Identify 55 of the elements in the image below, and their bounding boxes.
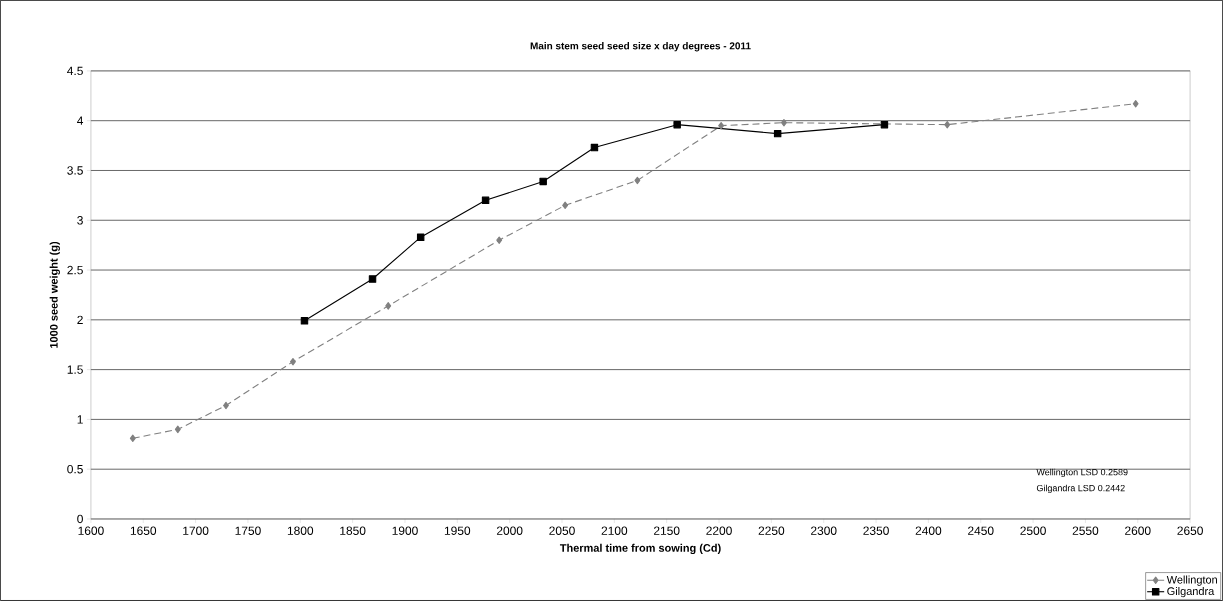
y-tick-label: 2 [77,315,83,325]
x-tick-label: 2650 [1177,526,1203,535]
point [129,434,136,443]
x-tick-label: 1900 [392,526,418,535]
x-tick-label: 2250 [758,526,785,535]
x-tick-label: 2550 [1072,526,1099,535]
y-tick-label: 3 [77,216,83,225]
x-tick-label: 1950 [444,526,471,535]
annotation: Wellington LSD 0.2589 [1036,468,1128,478]
point [496,236,503,244]
y-axis-title: 1000 seed weight (g) [49,241,60,348]
point [673,120,681,129]
point [300,317,309,325]
x-tick-label: 2150 [653,526,680,535]
x-tick-label: 1600 [78,526,104,535]
x-tick-label: 2450 [968,526,994,535]
y-tick-label: 0.5 [67,465,83,474]
point [368,275,377,283]
point [780,118,787,127]
y-tick-label: 4.5 [67,66,83,76]
x-tick-label: 2200 [706,526,732,535]
x-tick-label: 1650 [130,526,157,535]
x-tick-label: 2000 [496,526,523,535]
x-tick-label: 2350 [863,526,889,535]
point [416,233,425,241]
x-tick-label: 2500 [1020,526,1046,535]
x-tick-label: 2100 [601,526,628,535]
chart-title: Main stem seed seed size x day degrees - 2011 [530,42,751,52]
legend-label: Wellington [1166,575,1217,586]
x-tick-label: 2050 [549,526,575,535]
x-tick-label: 1850 [340,526,366,535]
legend-label: Gilgandra [1167,587,1215,598]
point [1132,100,1139,108]
point [539,177,547,186]
x-tick-label: 1750 [235,526,261,535]
point [385,302,392,310]
point [634,176,641,185]
x-tick-label: 2400 [915,526,942,535]
x-axis-title: Thermal time from sowing (Cd) [559,543,721,555]
x-tick-label: 2600 [1125,526,1151,535]
x-tick-label: 2300 [811,526,837,535]
point [174,425,181,434]
point [718,121,725,130]
annotation: Gilgandra LSD 0.2442 [1036,484,1125,494]
x-tick-label: 1800 [287,526,314,535]
y-tick-label: 2.5 [67,265,83,275]
y-tick-label: 0 [77,514,83,524]
y-tick-label: 1 [77,415,83,424]
x-tick-label: 1700 [183,526,209,535]
point [880,120,889,129]
y-tick-label: 4 [77,116,84,125]
point [944,120,951,129]
y-tick-label: 3.5 [67,166,83,175]
y-tick-label: 1.5 [67,365,83,374]
point [562,201,569,210]
